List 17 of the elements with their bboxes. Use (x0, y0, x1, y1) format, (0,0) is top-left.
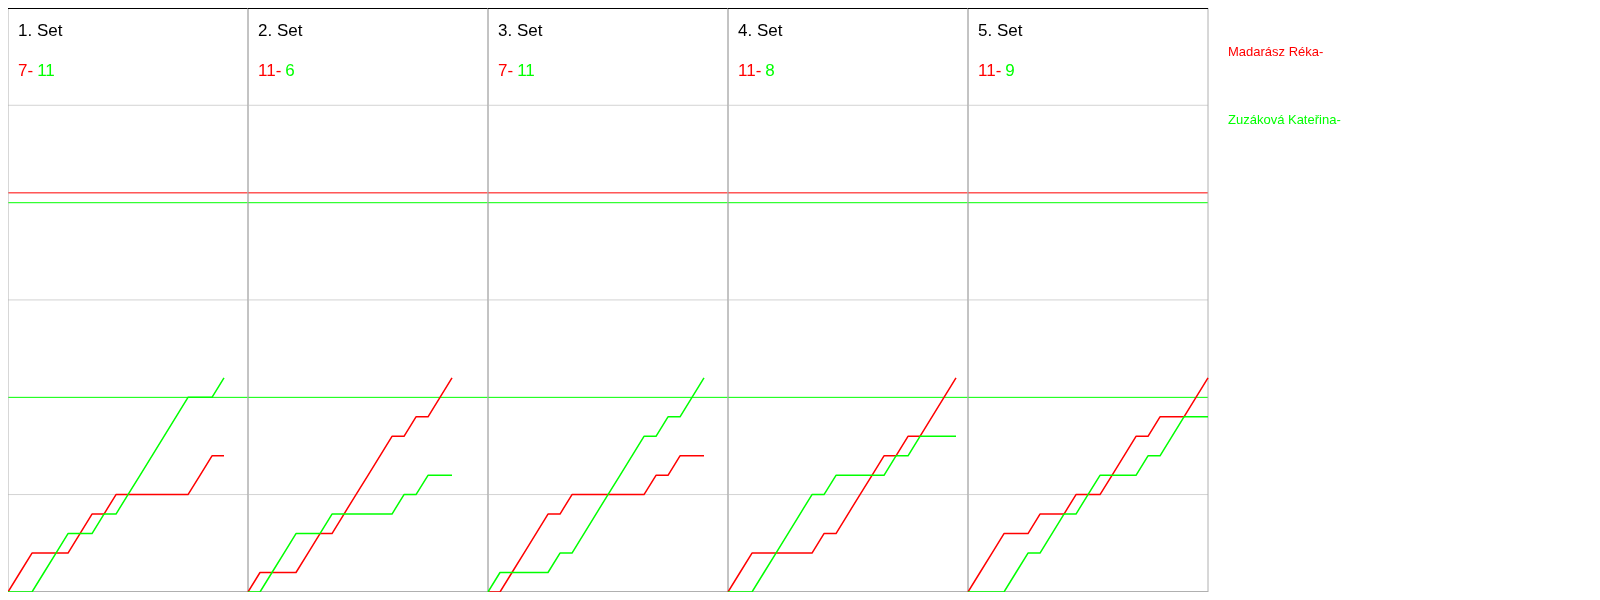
text: 6 (285, 61, 295, 80)
text: 11 (37, 61, 55, 80)
text: 11- (738, 61, 762, 80)
chart-title: 1. Set (18, 21, 63, 40)
text: 8 (765, 61, 775, 80)
chart-title: 4. Set (738, 21, 783, 40)
text: Zuzáková Kateřina- (1228, 112, 1341, 127)
text: 11- (978, 61, 1002, 80)
text: 7- (498, 61, 514, 80)
chart-title: 2. Set (258, 21, 303, 40)
text: 7- (18, 61, 34, 80)
chart-title: 5. Set (978, 21, 1023, 40)
text: 11 (517, 61, 535, 80)
text: Madarász Réka- (1228, 44, 1324, 59)
text: 11- (258, 61, 282, 80)
chart-title: 3. Set (498, 21, 543, 40)
text: 9 (1005, 61, 1015, 80)
